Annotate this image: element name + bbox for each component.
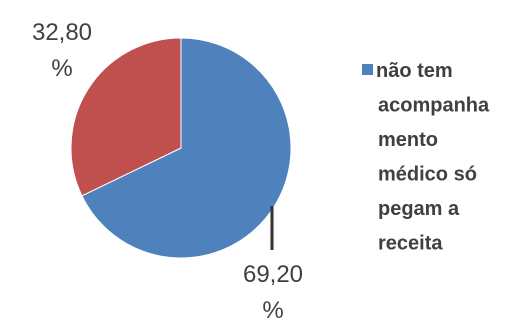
legend-swatch-0 [362, 64, 373, 75]
pie-slice-1 [70, 37, 182, 197]
data-labels: 69,20% 32,80% [32, 19, 303, 324]
legend-entry-0-line-2: mento [378, 129, 438, 151]
legend-entry-0-line-1: acompanha [378, 95, 490, 117]
pie-slices [70, 37, 292, 259]
data-label-0-line-0: 69,20 [243, 261, 303, 288]
data-label-1-line-0: 32,80 [32, 19, 92, 46]
data-label-0-line-1: % [262, 297, 283, 324]
legend-entry-0-line-3: médico só [378, 164, 477, 186]
pie-slice-0 [81, 37, 292, 259]
legend-entry-0-line-5: receita [378, 233, 443, 255]
legend-entry-0-line-4: pegam a [378, 198, 460, 220]
data-label-1-line-1: % [51, 55, 72, 82]
legend: não tem acompanha mento médico só pegam a rec… [362, 60, 490, 255]
legend-entry-0-line-0: não tem [376, 60, 453, 82]
